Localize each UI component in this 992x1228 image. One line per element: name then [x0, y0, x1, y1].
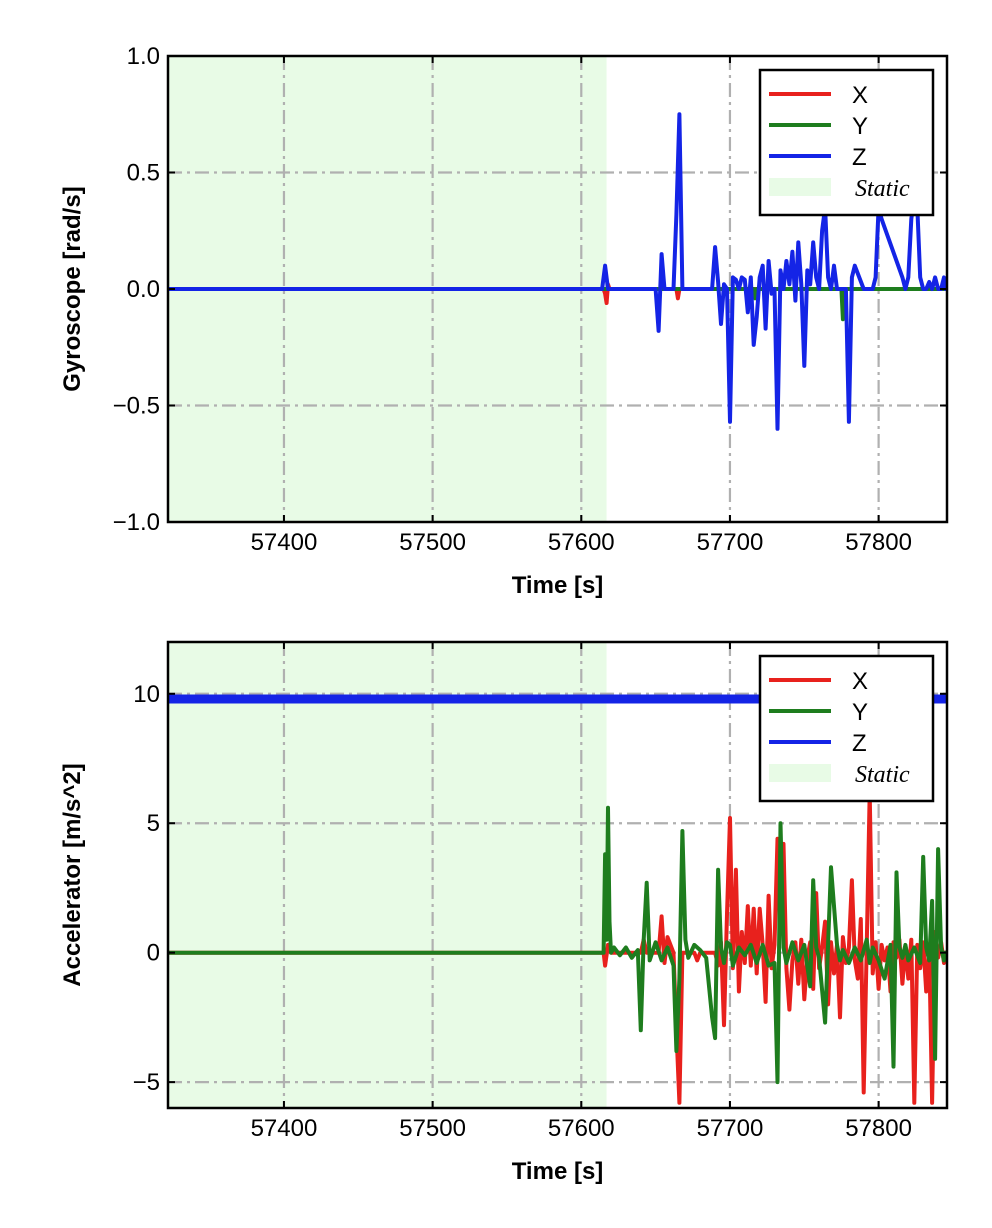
x-tick-label: 57700: [697, 529, 764, 556]
plot-frame: [166, 640, 949, 1110]
x-tick-label: 57500: [399, 1115, 466, 1142]
legend-swatch-static: [769, 764, 831, 782]
y-tick-label: 10: [133, 681, 160, 708]
y-axis-label: Accelerator [m/s^2]: [59, 763, 86, 986]
series-group: [168, 112, 947, 431]
legend-label-x: X: [852, 82, 868, 109]
static-region: [168, 642, 607, 1108]
x-tick-label: 57400: [251, 1115, 318, 1142]
y-tick-label: 0.5: [127, 160, 160, 187]
y-tick-label: 5: [147, 810, 160, 837]
x-tick-label: 57700: [697, 1115, 764, 1142]
x-axis-label: Time [s]: [512, 1158, 604, 1185]
x-tick-label: 57600: [548, 1115, 615, 1142]
accelerator-panel: 57400 57500 57600 57700 57800 −5 0 5 10 Time [s] A…: [59, 640, 949, 1185]
x-tick-label: 57800: [845, 1115, 912, 1142]
y-axis-label: Gyroscope [rad/s]: [59, 186, 86, 391]
y-tick-label: 0.0: [127, 276, 160, 303]
legend-label-z: Z: [852, 144, 867, 171]
legend-label-static: Static: [855, 176, 910, 202]
legend-label-z: Z: [852, 730, 867, 757]
x-tick-label: 57600: [548, 529, 615, 556]
gyroscope-panel: 57400 57500 57600 57700 57800 −1.0 −0.5 0.0 0.5 1…: [59, 43, 949, 599]
legend-swatch-static: [769, 178, 831, 196]
series-line-z: [168, 112, 947, 431]
legend-label-static: Static: [855, 762, 910, 788]
y-tick-label: −5: [133, 1069, 160, 1096]
x-tick-label: 57500: [399, 529, 466, 556]
y-tick-label: −0.5: [113, 393, 160, 420]
y-tick-label: −1.0: [113, 509, 160, 536]
legend-label-y: Y: [852, 113, 868, 140]
legend-label-y: Y: [852, 699, 868, 726]
x-tick-label: 57800: [845, 529, 912, 556]
legend-label-x: X: [852, 668, 868, 695]
y-tick-label: 0: [147, 940, 160, 967]
series-line-y: [168, 805, 947, 1085]
x-axis-label: Time [s]: [512, 572, 604, 599]
x-tick-label: 57400: [251, 529, 318, 556]
y-tick-label: 1.0: [127, 43, 160, 70]
